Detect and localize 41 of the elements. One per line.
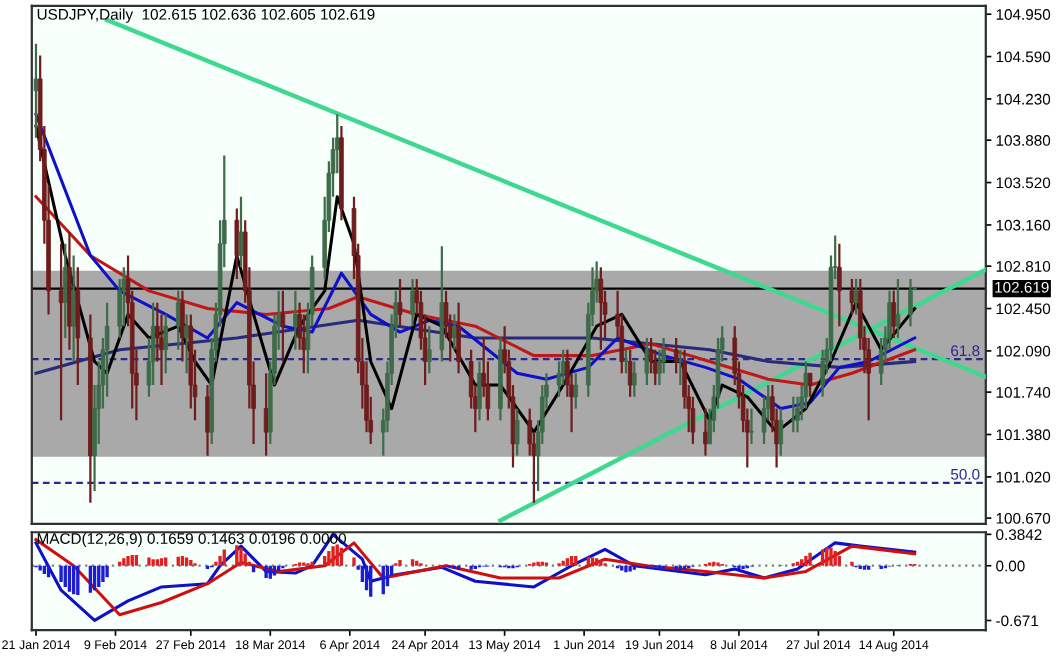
candlestick: [627, 348, 633, 398]
candlestick: [673, 336, 679, 375]
candlestick: [263, 372, 269, 457]
candlestick: [791, 395, 796, 434]
candlestick: [632, 360, 637, 398]
candlestick: [410, 277, 415, 328]
candlestick: [175, 289, 181, 351]
candlestick: [75, 266, 81, 387]
candlestick: [623, 348, 629, 375]
candlestick: [234, 207, 240, 281]
candlestick: [778, 407, 784, 457]
candlestick: [280, 289, 286, 363]
candlestick: [33, 42, 39, 139]
candlestick: [456, 301, 461, 375]
candlestick: [163, 313, 168, 375]
candlestick: [749, 407, 754, 446]
candlestick: [891, 289, 897, 340]
candlestick: [180, 289, 185, 363]
candlestick: [439, 245, 445, 363]
candlestick: [807, 372, 813, 398]
candlestick: [895, 277, 901, 340]
candlestick: [853, 277, 859, 316]
candlestick: [908, 277, 913, 328]
candlestick: [598, 266, 604, 351]
line-series: [34, 195, 917, 387]
candlestick: [644, 336, 650, 387]
candlestick: [238, 195, 244, 269]
candlestick: [573, 372, 579, 410]
line-series: [34, 318, 917, 375]
candlestick: [58, 242, 64, 422]
candlestick: [397, 277, 403, 328]
candlestick: [293, 289, 298, 351]
candlestick: [427, 325, 432, 375]
candlestick: [837, 242, 842, 328]
candlestick: [452, 313, 457, 351]
candlestick: [678, 348, 683, 387]
candlestick: [514, 407, 520, 457]
candlestick: [477, 360, 482, 422]
candlestick: [184, 313, 189, 375]
candlestick: [703, 407, 708, 457]
candlestick: [849, 277, 855, 316]
